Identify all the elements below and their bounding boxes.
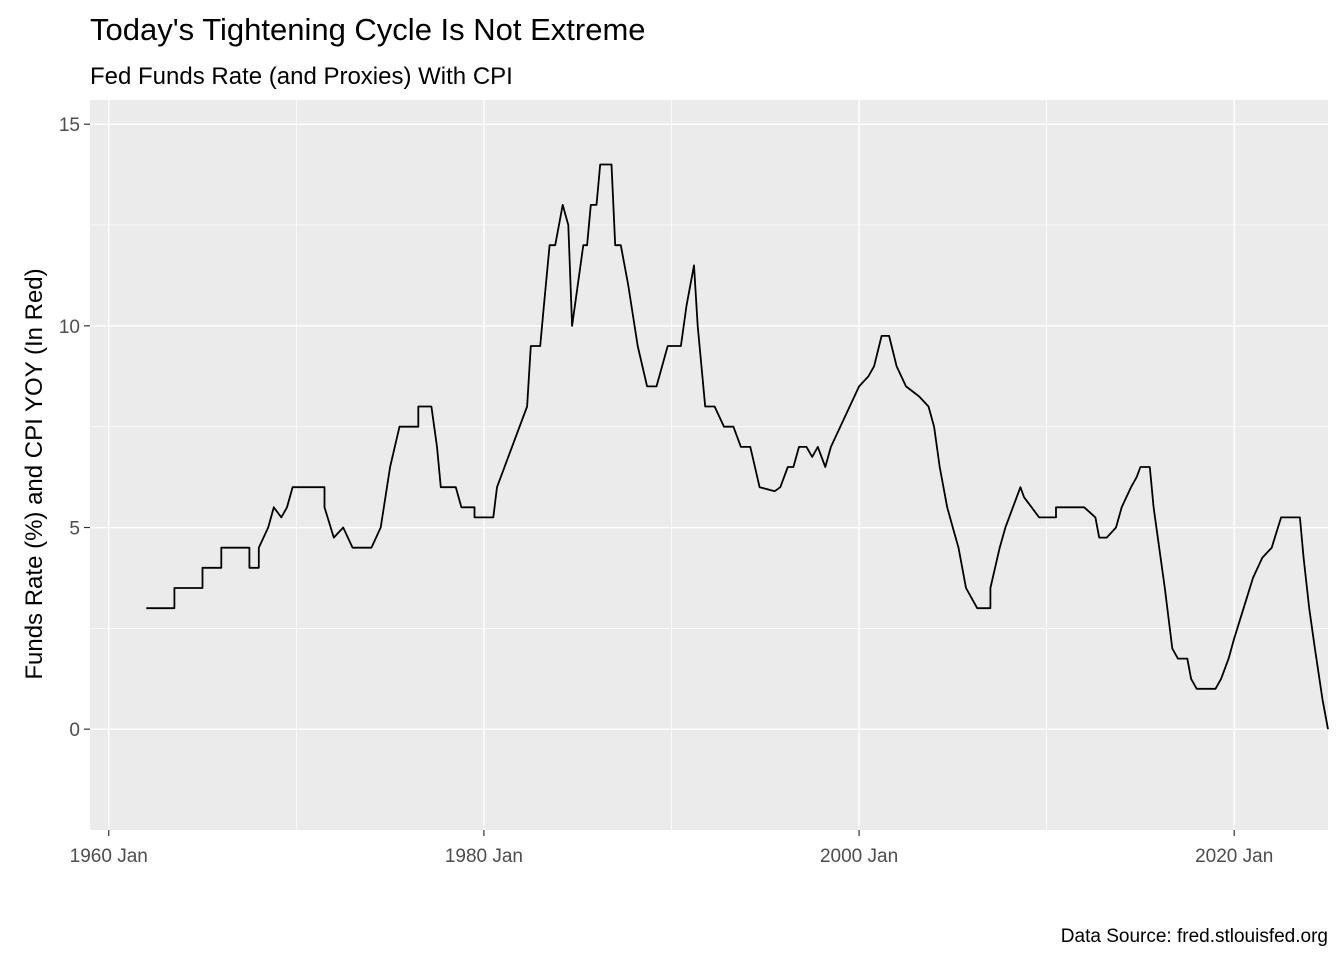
plot-area: 1960 Jan 1980 Jan 2000 Jan 2020 Jan 0 5 10 15 bbox=[59, 100, 1329, 867]
x-tick-label: 1960 Jan bbox=[70, 846, 148, 867]
x-tick-label: 1980 Jan bbox=[445, 846, 523, 867]
y-tick-label: 10 bbox=[59, 317, 80, 338]
data-source-caption: Data Source: fred.stlouisfed.org bbox=[1061, 926, 1328, 947]
series-line-0 bbox=[146, 163, 1329, 730]
x-tick-label: 2000 Jan bbox=[820, 846, 898, 867]
chart-title: Today's Tightening Cycle Is Not Extreme bbox=[90, 12, 646, 47]
chart-subtitle: Fed Funds Rate (and Proxies) With CPI bbox=[90, 63, 513, 90]
y-tick-label: 15 bbox=[59, 115, 80, 136]
y-tick-label: 0 bbox=[69, 720, 80, 741]
y-tick-label: 5 bbox=[69, 519, 80, 540]
x-tick-label: 2020 Jan bbox=[1195, 846, 1273, 867]
y-axis-label: Funds Rate (%) and CPI YOY (In Red) bbox=[21, 268, 48, 679]
plot-panel bbox=[90, 100, 1328, 830]
